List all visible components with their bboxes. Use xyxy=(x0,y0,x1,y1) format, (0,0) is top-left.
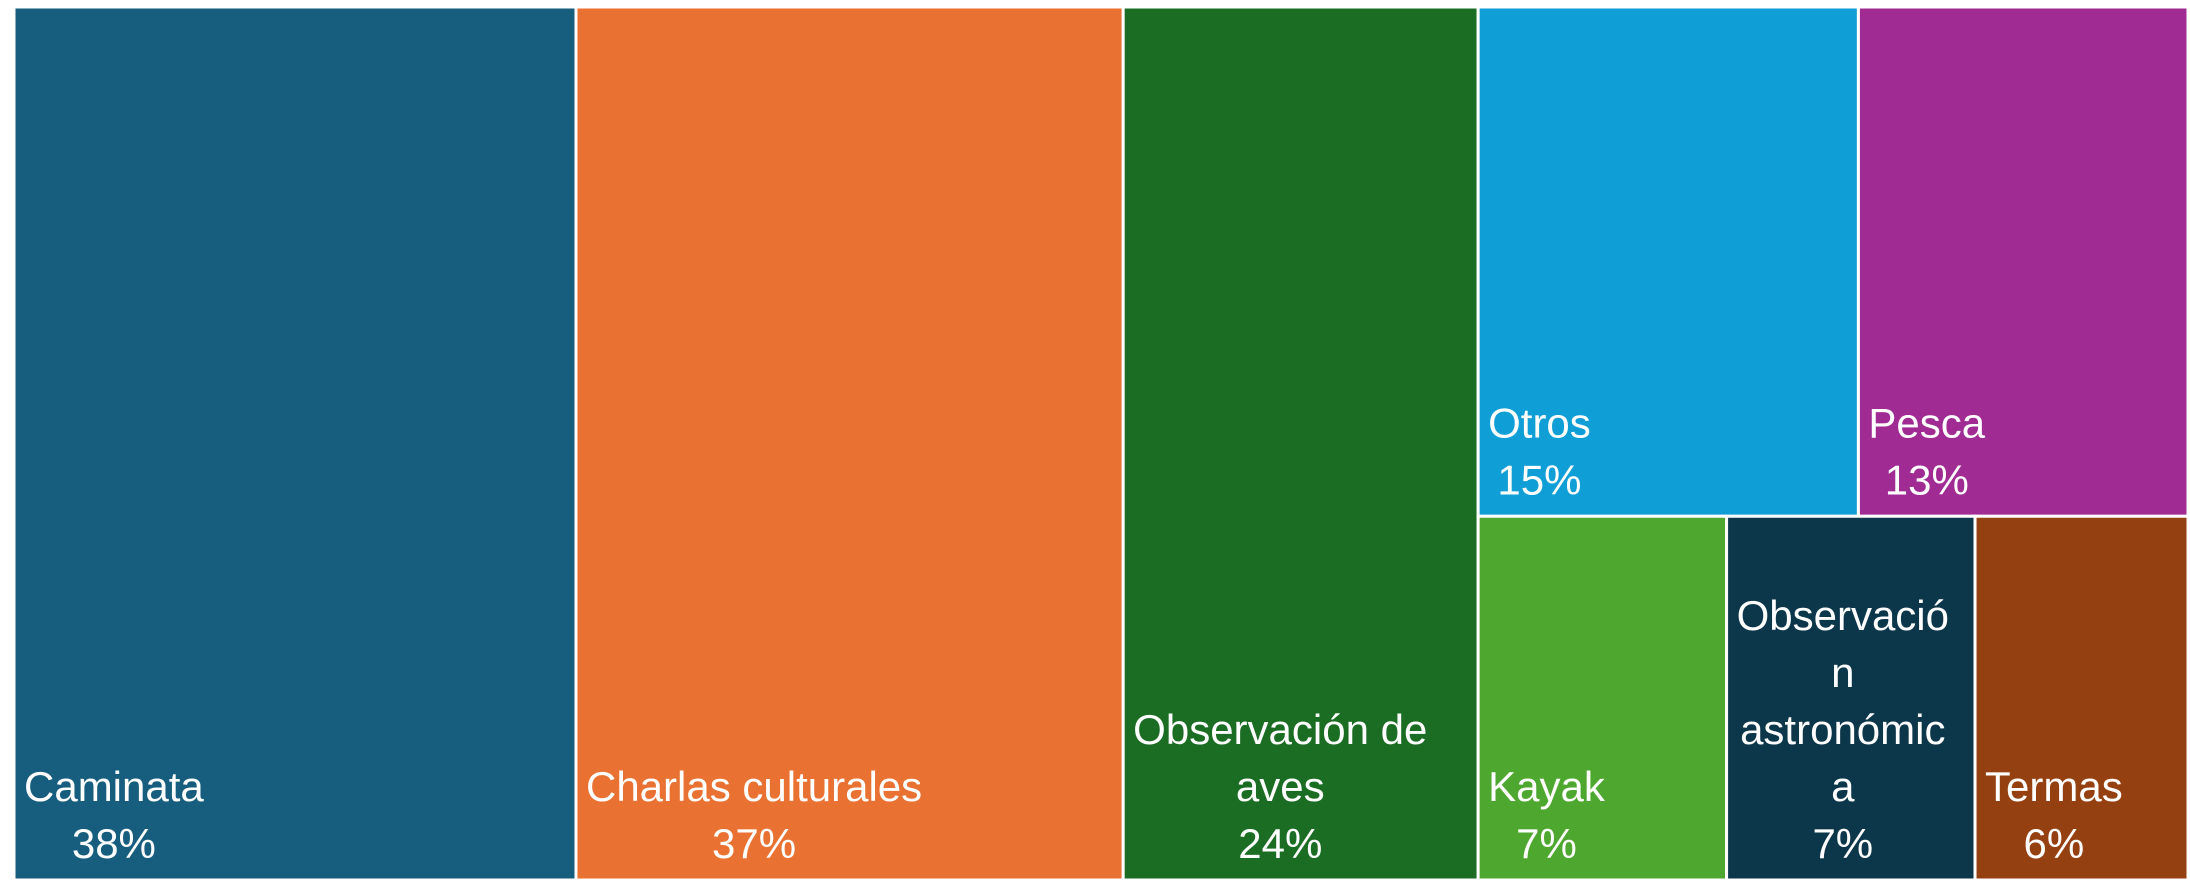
tile xyxy=(1973,514,2190,882)
tile-value: 38% xyxy=(72,820,156,867)
tile-label: Charlas culturales xyxy=(586,763,922,810)
tile xyxy=(574,5,1125,882)
tile-value: 6% xyxy=(2024,820,2085,867)
tile-value: 7% xyxy=(1516,820,1577,867)
tile xyxy=(12,5,578,882)
tile-value: 15% xyxy=(1497,456,1581,503)
tile xyxy=(1476,514,1729,882)
tile-label: Pesca xyxy=(1868,399,1985,446)
tile-label: Termas xyxy=(1985,763,2123,810)
tile xyxy=(1476,5,1860,518)
tile-label: Observación de aves xyxy=(1133,706,1427,810)
tile-label: Otros xyxy=(1488,399,1591,446)
tile-value: 7% xyxy=(1812,820,1873,867)
tile-label: Caminata xyxy=(24,763,204,810)
tile xyxy=(1121,5,1480,882)
tile xyxy=(1856,5,2190,518)
tile-value: 24% xyxy=(1238,820,1322,867)
tile-value: 37% xyxy=(712,820,796,867)
tile xyxy=(1725,514,1977,882)
tile-label: Kayak xyxy=(1488,763,1606,810)
tile-value: 13% xyxy=(1885,456,1969,503)
tile-label: Observació n astronómic a xyxy=(1737,592,1949,810)
